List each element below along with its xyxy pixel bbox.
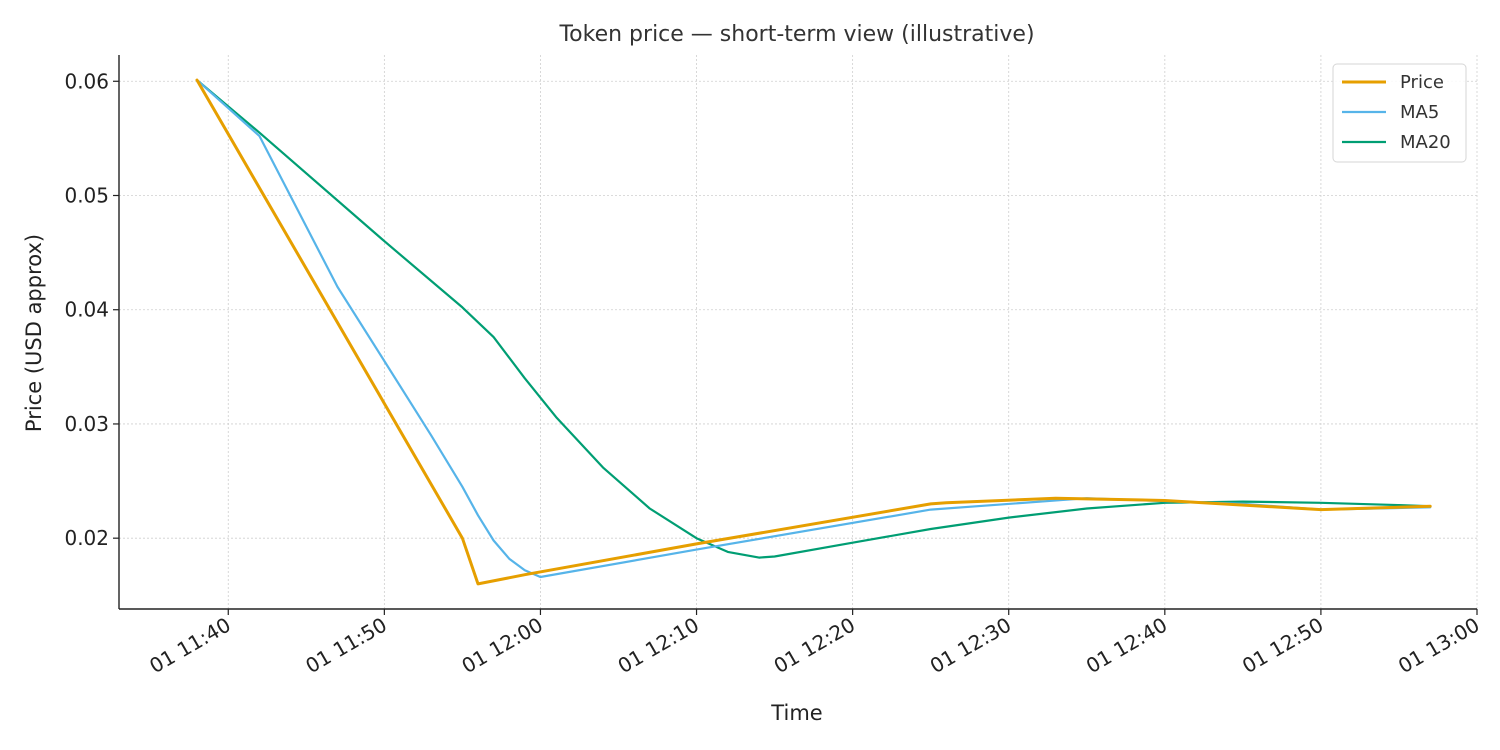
y-tick-label: 0.05 [64,183,109,207]
y-axis-ticks: 0.02 0.03 0.04 0.05 0.06 [64,69,119,550]
y-tick-label: 0.02 [64,526,109,550]
x-tick-label: 01 13:00 [1394,613,1483,679]
series-line-ma20 [195,78,1432,559]
legend-box [1332,63,1467,163]
series-line-price [195,78,1432,586]
x-tick-label: 01 12:00 [457,613,546,679]
y-tick-label: 0.06 [64,69,109,93]
legend: Price MA5 MA20 [1332,63,1467,163]
axes [118,55,1477,610]
y-tick-label: 0.03 [64,412,109,436]
x-tick-label: 01 11:50 [301,613,390,679]
legend-label: MA5 [1400,102,1439,123]
x-tick-label: 01 12:40 [1082,613,1171,679]
legend-label: MA20 [1400,132,1451,153]
x-tick-label: 01 12:10 [614,613,703,679]
y-tick-label: 0.04 [64,298,109,322]
grid [119,55,1478,609]
x-tick-label: 01 12:30 [926,613,1015,679]
x-axis-title: Time [770,701,822,725]
chart-title: Token price — short-term view (illustrat… [558,22,1034,47]
x-axis-ticks: 01 11:40 01 11:50 01 12:00 01 12:10 01 12:20… [145,609,1484,679]
x-tick-label: 01 12:20 [770,613,859,679]
legend-label: Price [1400,72,1444,93]
y-axis-title: Price (USD approx) [22,234,46,432]
x-tick-label: 01 11:40 [145,613,234,679]
x-tick-label: 01 12:50 [1238,613,1327,679]
series-lines [195,78,1432,586]
